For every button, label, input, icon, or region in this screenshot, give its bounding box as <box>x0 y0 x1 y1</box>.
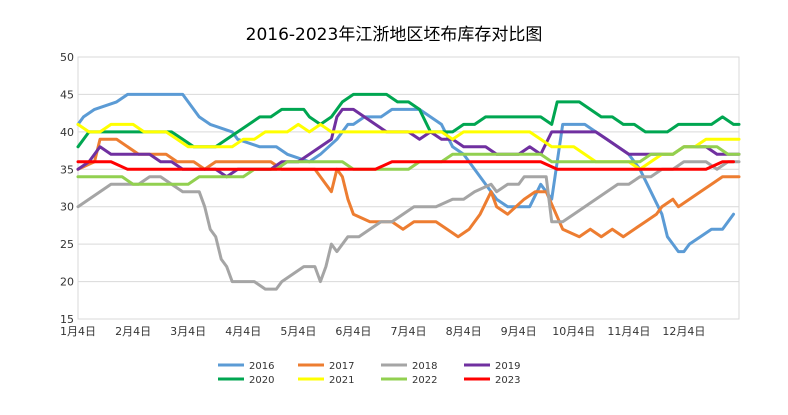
x-tick-label: 10月4日 <box>552 325 595 338</box>
y-tick-label: 40 <box>60 126 74 139</box>
x-tick-label: 1月4日 <box>60 325 96 338</box>
x-tick-label: 5月4日 <box>280 325 316 338</box>
y-tick-label: 30 <box>60 201 74 214</box>
x-tick-label: 12月4日 <box>662 325 705 338</box>
series-line-2017 <box>76 137 741 239</box>
x-tick-label: 9月4日 <box>501 325 537 338</box>
y-tick-label: 35 <box>60 163 74 176</box>
legend-label-2023: 2023 <box>495 375 520 386</box>
legend-label-2017: 2017 <box>329 361 354 372</box>
y-tick-label: 50 <box>60 51 74 64</box>
y-tick-label: 45 <box>60 88 74 101</box>
legend: 2016 2017 2018 2019 2020 2021 2022 2023 <box>218 361 520 386</box>
y-tick-label: 25 <box>60 238 74 251</box>
series-line-2023 <box>76 160 735 171</box>
legend-label-2021: 2021 <box>329 375 354 386</box>
legend-label-2020: 2020 <box>249 375 274 386</box>
legend-label-2022: 2022 <box>412 375 437 386</box>
x-tick-label: 3月4日 <box>170 325 206 338</box>
legend-label-2018: 2018 <box>412 361 437 372</box>
series-line-2022 <box>76 145 741 186</box>
series-line-2018 <box>76 160 741 291</box>
axes: 15 20 25 30 35 40 45 50 1月4日 2月4日 3月4日 4月4日 5月4日 6月4日… <box>60 51 705 338</box>
y-tick-label: 15 <box>60 313 74 326</box>
x-tick-label: 4月4日 <box>225 325 261 338</box>
legend-label-2016: 2016 <box>249 361 274 372</box>
series-line-2016 <box>76 92 735 254</box>
x-tick-label: 2月4日 <box>115 325 151 338</box>
series-line-2019 <box>76 107 741 179</box>
y-tick-label: 20 <box>60 276 74 289</box>
series-lines <box>76 92 741 291</box>
chart-title: 2016-2023年江浙地区坯布库存对比图 <box>246 25 543 45</box>
x-tick-label: 8月4日 <box>446 325 482 338</box>
x-tick-label: 11月4日 <box>607 325 650 338</box>
x-tick-label: 6月4日 <box>335 325 371 338</box>
x-tick-label: 7月4日 <box>391 325 427 338</box>
legend-label-2019: 2019 <box>495 361 520 372</box>
